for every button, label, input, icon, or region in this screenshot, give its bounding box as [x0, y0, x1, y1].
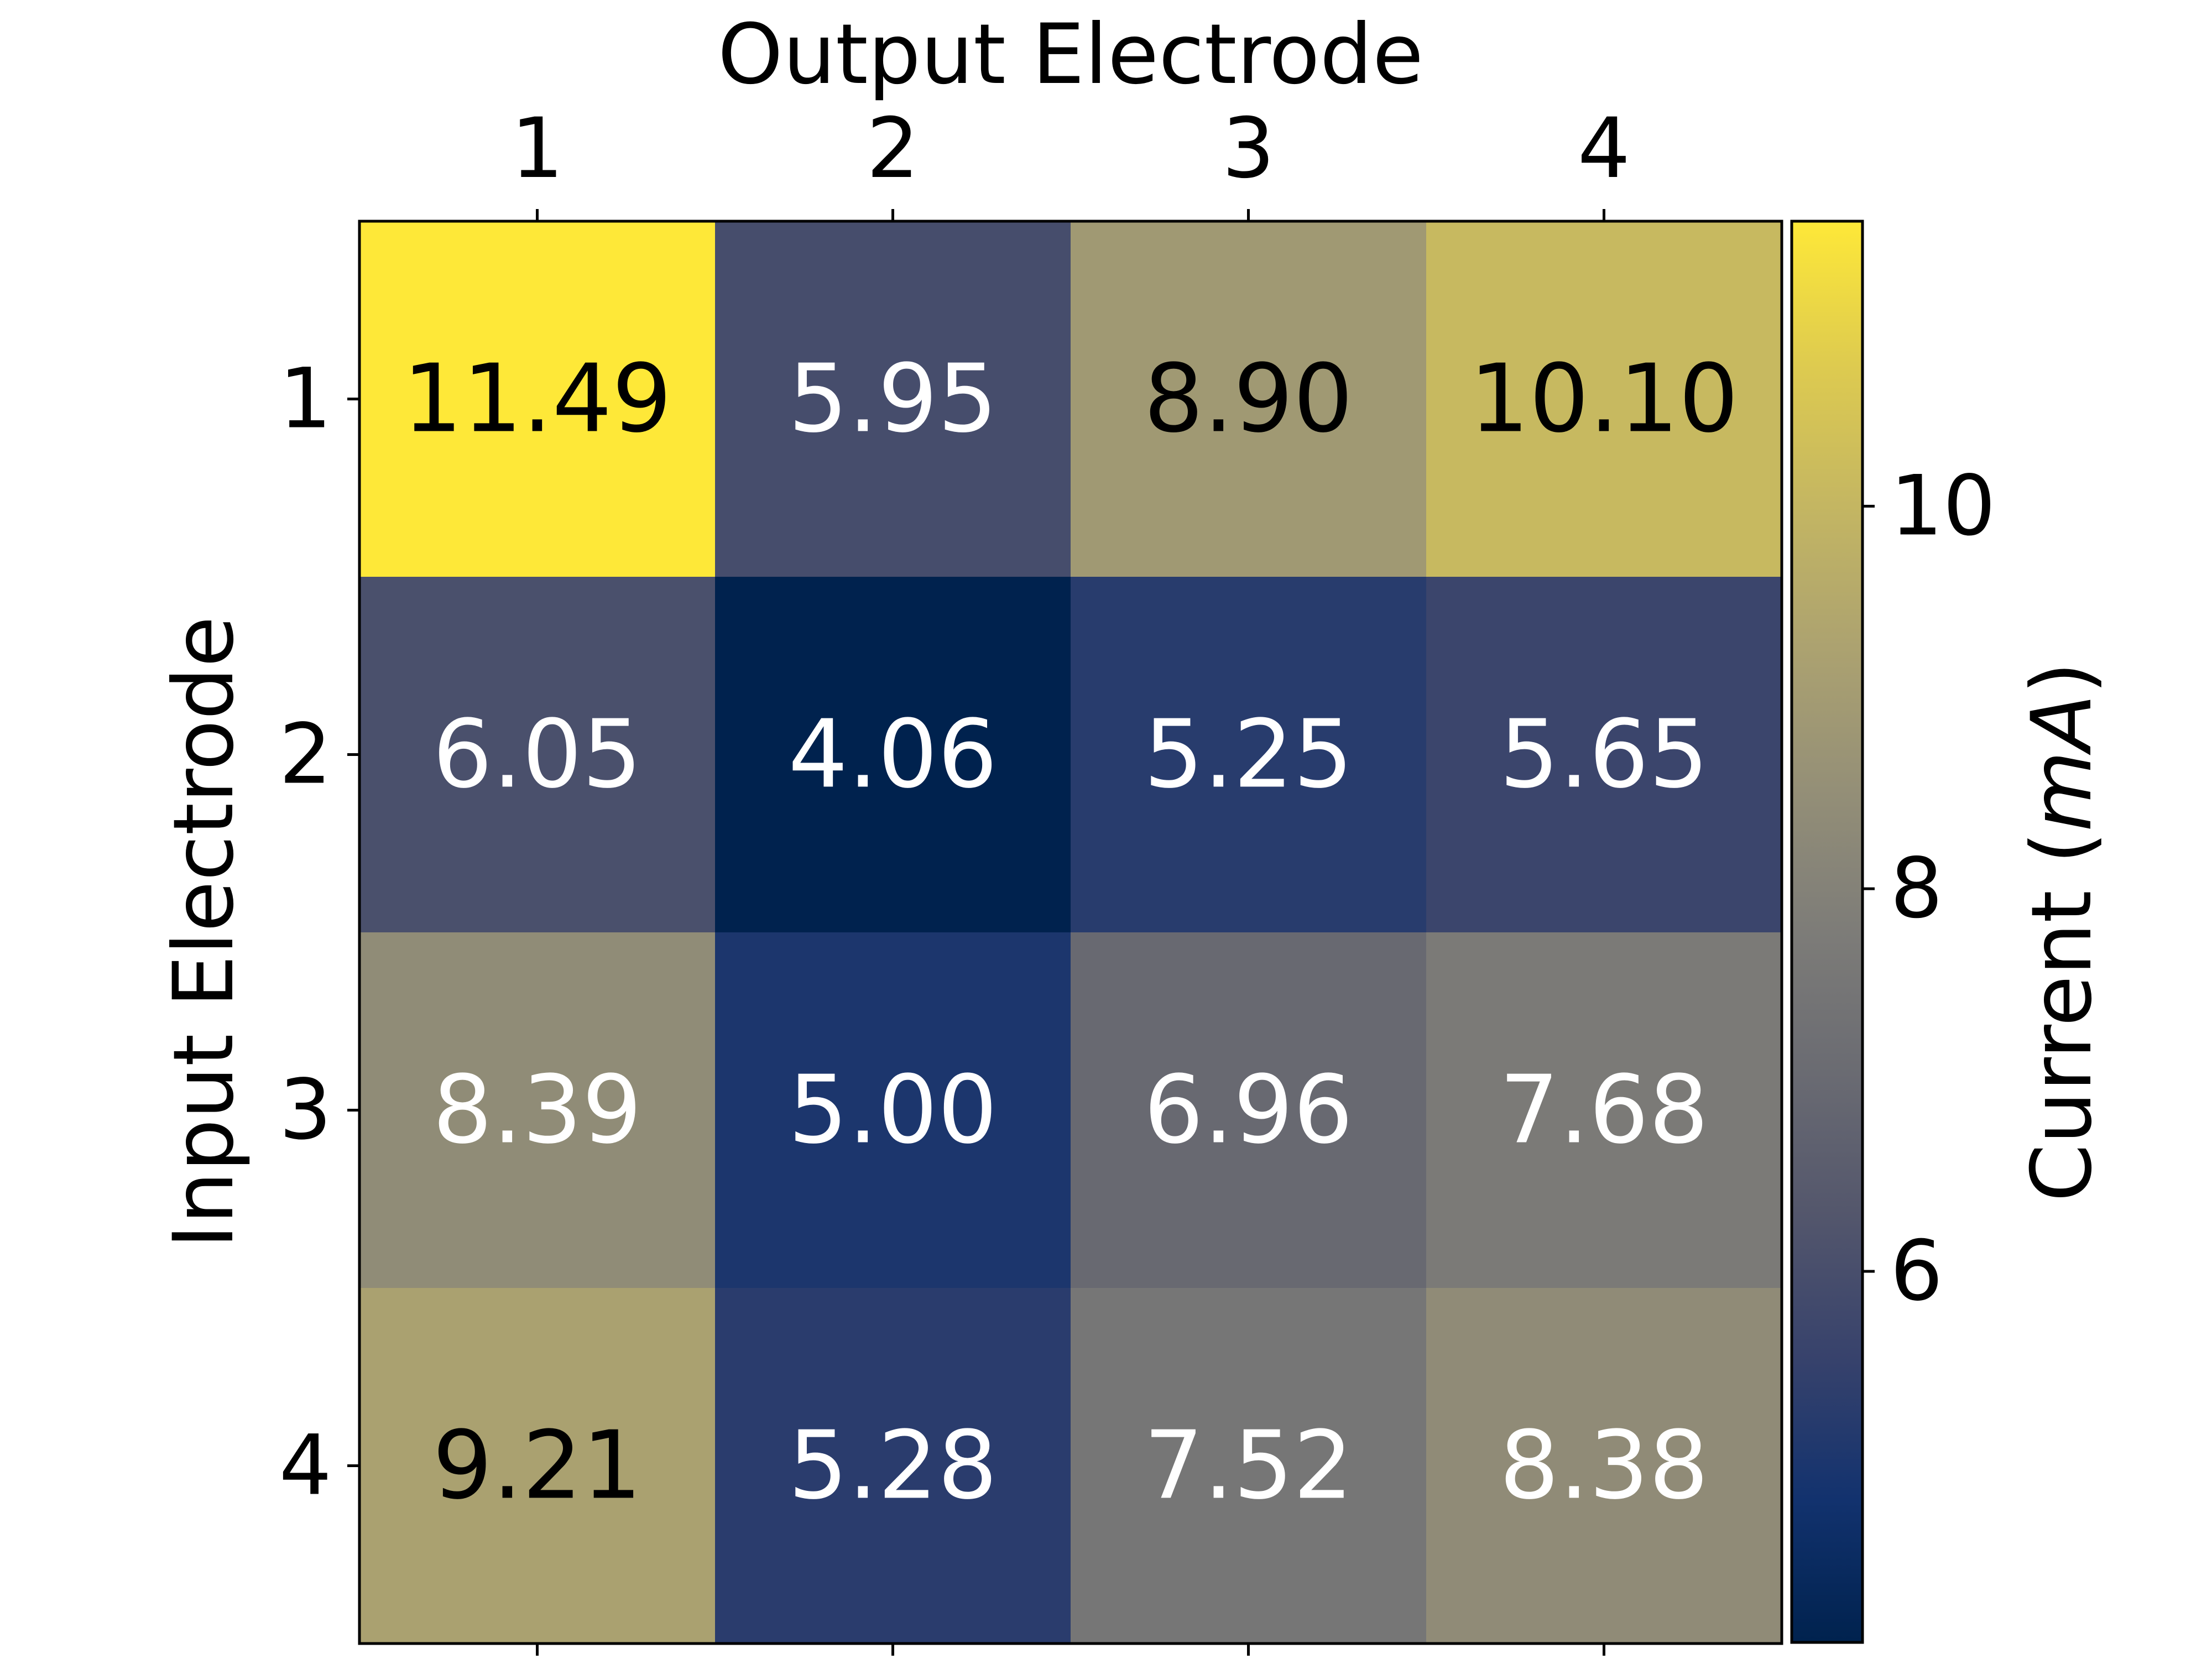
heatmap-cell-r1-c1: [359, 221, 716, 577]
colorbar-tick-label-10: 10: [1890, 458, 1996, 554]
heatmap-cell-r1-c4: [1426, 221, 1782, 577]
colorbar-label: Current (mA): [2014, 662, 2110, 1202]
heatmap-cell-r2-c1: [359, 577, 716, 933]
cell-value-label-r3-c3: 6.96: [1144, 1056, 1353, 1165]
colorbar: 6 8 10 Current (mA): [1790, 220, 2110, 1644]
plot-frame: [358, 220, 1783, 1645]
cell-value-label-r1-c3: 8.90: [1144, 345, 1353, 454]
y-tick-label-4: 4: [279, 1418, 332, 1514]
x-tick-label-4: 4: [1578, 101, 1630, 197]
heatmap-cell-r4-c3: [1071, 1288, 1427, 1644]
y-tick-label-1: 1: [279, 351, 332, 447]
cell-value-label-r2-c1: 6.05: [432, 700, 642, 810]
colorbar-tick-label-8: 8: [1890, 841, 1943, 937]
colorbar-ticks: 6 8 10: [1863, 458, 1996, 1319]
cell-value-label-r3-c1: 8.39: [432, 1056, 642, 1165]
heatmap-cell-r2-c4: [1426, 577, 1782, 933]
y-axis-label: Input Electrode: [156, 616, 252, 1249]
colorbar-label-prefix: Current (: [2014, 832, 2110, 1202]
cell-value-label-r4-c1: 9.21: [432, 1411, 642, 1521]
colorbar-frame: [1790, 220, 1864, 1644]
heatmap-cell-r2-c3: [1071, 577, 1427, 933]
x-tick-label-3: 3: [1222, 101, 1275, 197]
x-axis-label: Output Electrode: [718, 7, 1423, 103]
cell-value-label-r1-c1: 11.49: [403, 345, 672, 454]
heatmap-cell-r4-c4: [1426, 1288, 1782, 1644]
cell-value-label-r3-c4: 7.68: [1499, 1056, 1709, 1165]
colorbar-gradient: [1792, 221, 1863, 1642]
heatmap-cell-r3-c1: [359, 932, 716, 1288]
cell-value-label-r2-c4: 5.65: [1499, 700, 1709, 810]
cell-value-label-r4-c3: 7.52: [1144, 1411, 1353, 1521]
x-axis-top: 1 2 3 4: [511, 101, 1630, 221]
heatmap-cell-r2-c2: [715, 577, 1071, 933]
heatmap-cell-r3-c3: [1071, 932, 1427, 1288]
colorbar-label-unit: mA: [2014, 694, 2110, 832]
heatmap-cells: 11.49 5.95 8.90 10.10 6.05 4.06 5.25 5.65 8.39 5.…: [359, 221, 1782, 1644]
x-tick-label-2: 2: [867, 101, 919, 197]
y-axis: 1 2 3 4: [279, 351, 359, 1514]
cell-value-label-r1-c4: 10.10: [1469, 345, 1739, 454]
cell-value-label-r4-c2: 5.28: [788, 1411, 998, 1521]
heatmap-cell-r3-c2: [715, 932, 1071, 1288]
y-tick-label-3: 3: [279, 1062, 332, 1159]
x-axis-bottom-ticks: [536, 1644, 1605, 1656]
x-tick-label-1: 1: [511, 101, 564, 197]
cell-value-label-r1-c2: 5.95: [788, 345, 998, 454]
heatmap-cell-r1-c3: [1071, 221, 1427, 577]
colorbar-label-suffix: ): [2014, 662, 2110, 695]
y-tick-label-2: 2: [279, 707, 332, 803]
heatmap-cell-r4-c1: [359, 1288, 716, 1644]
heatmap-cell-r3-c4: [1426, 932, 1782, 1288]
cell-value-label-r2-c2: 4.06: [788, 700, 998, 810]
cell-value-label-r3-c2: 5.00: [788, 1056, 998, 1165]
cell-value-label-r2-c3: 5.25: [1144, 700, 1353, 810]
colorbar-tick-label-6: 6: [1890, 1223, 1943, 1319]
cell-value-label-r4-c4: 8.38: [1499, 1411, 1709, 1521]
heatmap-cell-r1-c2: [715, 221, 1071, 577]
heatmap-cell-r4-c2: [715, 1288, 1071, 1644]
